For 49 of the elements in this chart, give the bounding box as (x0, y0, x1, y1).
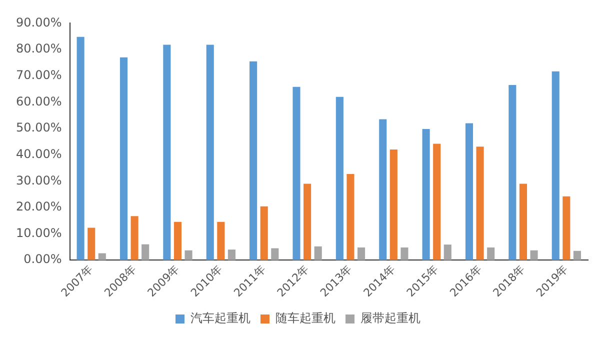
y-tick-label: 0.00% (24, 252, 62, 266)
bar (465, 123, 474, 260)
y-tick-label: 30.00% (16, 173, 62, 188)
bar (130, 216, 138, 260)
bar (250, 61, 258, 260)
bar (433, 144, 441, 260)
bar (217, 222, 225, 260)
bar (271, 248, 279, 260)
legend-label: 汽车起重机 (190, 311, 250, 326)
bar (390, 150, 398, 260)
bar (519, 184, 527, 260)
legend-label: 履带起重机 (360, 311, 420, 326)
bar (120, 57, 128, 260)
y-tick-label: 70.00% (16, 68, 62, 82)
y-tick-label: 10.00% (16, 226, 62, 240)
bar (552, 71, 560, 260)
bar (292, 86, 300, 260)
y-tick-label: 60.00% (16, 94, 62, 108)
bar (98, 253, 106, 260)
y-tick-label: 90.00% (16, 15, 62, 30)
bar (422, 129, 430, 260)
bar (260, 206, 268, 260)
bar (314, 246, 322, 260)
bar (336, 96, 344, 260)
bar (573, 250, 581, 260)
bar (174, 222, 182, 260)
bar (228, 250, 236, 260)
legend-label: 随车起重机 (276, 311, 336, 326)
bar (476, 146, 484, 260)
bar (346, 174, 354, 260)
y-tick-label: 80.00% (16, 42, 62, 56)
bar (88, 228, 96, 260)
bar (304, 184, 312, 260)
y-tick-label: 20.00% (16, 200, 62, 214)
bar (142, 244, 150, 260)
bar (508, 85, 516, 260)
bar (530, 250, 538, 260)
bar (562, 196, 570, 260)
bar (444, 244, 452, 260)
bar (487, 247, 495, 260)
bar (379, 119, 387, 260)
bar (163, 44, 171, 260)
bar (357, 247, 366, 260)
bar (206, 44, 214, 260)
y-tick-label: 40.00% (16, 146, 62, 161)
bar (184, 250, 192, 260)
bar (76, 36, 84, 260)
bar (400, 247, 408, 260)
y-tick-label: 50.00% (16, 120, 62, 135)
